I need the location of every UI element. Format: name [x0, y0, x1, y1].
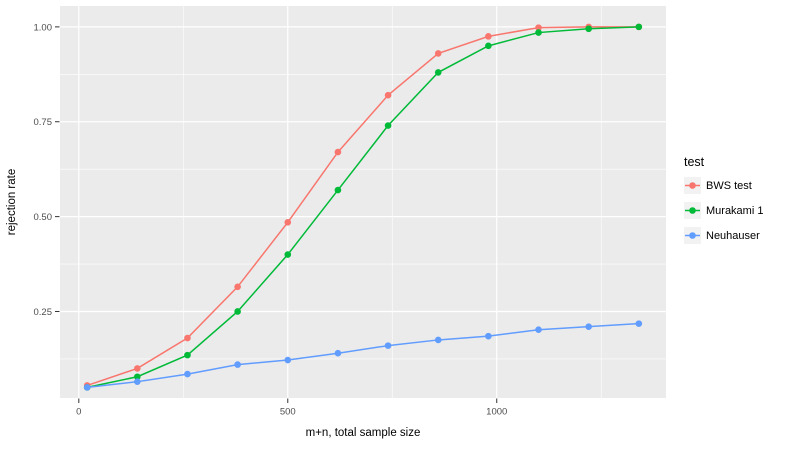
- legend-key-line-dot-icon: [684, 202, 701, 219]
- data-point-neuhauser: [384, 342, 392, 349]
- x-axis-title: m+n, total sample size: [306, 427, 421, 439]
- data-point-neuhauser: [234, 361, 241, 368]
- y-tick-label: 0.75: [34, 117, 53, 128]
- series-line-bws-test: [86, 26, 639, 387]
- legend-item-bws-test: BWS test: [684, 177, 796, 194]
- data-point-bws-test: [184, 334, 191, 342]
- data-point-neuhauser: [184, 370, 191, 378]
- legend-label: Neuhauser: [706, 229, 760, 242]
- legend-label: Murakami 1: [706, 204, 764, 217]
- x-tick-label: 1000: [486, 407, 507, 418]
- y-axis-title: rejection rate: [6, 169, 18, 235]
- data-point-murakami-1: [434, 69, 442, 76]
- data-point-bws-test: [384, 91, 392, 99]
- data-point-neuhauser: [585, 323, 592, 330]
- plot-panel: [60, 6, 666, 398]
- data-point-bws-test: [134, 365, 141, 372]
- legend-title: test: [684, 155, 705, 169]
- data-point-bws-test: [234, 283, 241, 291]
- data-point-neuhauser: [134, 378, 141, 385]
- data-point-neuhauser: [334, 349, 342, 357]
- data-point-bws-test: [535, 24, 542, 31]
- legend-label: BWS test: [706, 179, 752, 192]
- data-point-bws-test: [485, 33, 492, 40]
- data-point-murakami-1: [334, 186, 342, 194]
- series-line-murakami-1: [87, 26, 639, 389]
- data-point-murakami-1: [585, 25, 592, 33]
- data-point-murakami-1: [234, 308, 241, 315]
- data-point-murakami-1: [184, 351, 191, 359]
- y-tick-label: 0.25: [34, 307, 53, 318]
- data-point-neuhauser: [83, 384, 91, 391]
- legend-key-line-dot-icon: [684, 177, 701, 194]
- data-point-bws-test: [434, 50, 442, 57]
- legend-item-neuhauser: Neuhauser: [684, 227, 796, 244]
- data-point-bws-test: [284, 219, 292, 226]
- data-point-murakami-1: [535, 29, 542, 36]
- data-point-neuhauser: [284, 356, 292, 364]
- x-tick-label: 500: [280, 407, 296, 418]
- series-line-neuhauser: [87, 322, 639, 389]
- y-tick-label: 0.50: [34, 212, 53, 223]
- data-point-neuhauser: [535, 326, 542, 333]
- data-point-neuhauser: [635, 320, 643, 327]
- data-point-bws-test: [334, 148, 342, 156]
- data-point-neuhauser: [434, 336, 442, 344]
- data-point-murakami-1: [635, 23, 643, 31]
- x-tick-label: 0: [76, 407, 81, 418]
- data-point-murakami-1: [384, 122, 392, 129]
- data-point-murakami-1: [134, 373, 141, 381]
- data-point-murakami-1: [485, 42, 492, 50]
- legend-item-murakami-1: Murakami 1: [684, 202, 796, 219]
- legend: test BWS test Murakami 1 Neuhauser: [684, 155, 796, 252]
- legend-key-line-dot-icon: [684, 227, 701, 244]
- data-point-neuhauser: [485, 332, 492, 340]
- data-point-murakami-1: [284, 251, 292, 258]
- y-tick-label: 1.00: [34, 22, 53, 33]
